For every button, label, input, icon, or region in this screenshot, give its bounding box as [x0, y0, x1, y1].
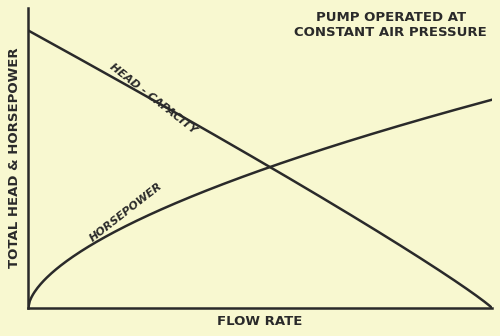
Text: HEAD - CAPACITY: HEAD - CAPACITY: [108, 61, 198, 135]
X-axis label: FLOW RATE: FLOW RATE: [218, 315, 302, 328]
Y-axis label: TOTAL HEAD & HORSEPOWER: TOTAL HEAD & HORSEPOWER: [8, 48, 22, 268]
Text: PUMP OPERATED AT
CONSTANT AIR PRESSURE: PUMP OPERATED AT CONSTANT AIR PRESSURE: [294, 11, 487, 39]
Text: HORSEPOWER: HORSEPOWER: [88, 180, 164, 243]
